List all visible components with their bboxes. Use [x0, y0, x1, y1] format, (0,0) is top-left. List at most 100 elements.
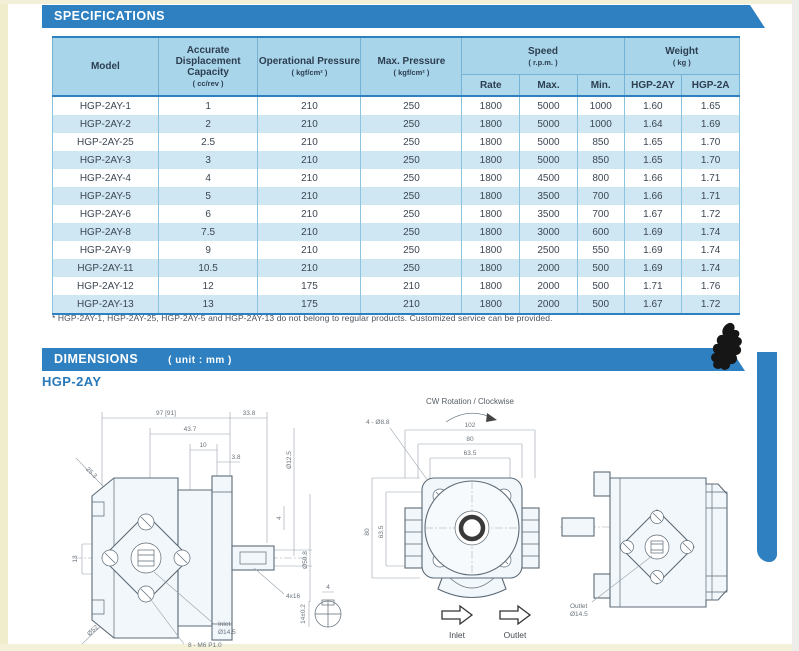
value-cell: 700: [576, 187, 625, 205]
value-cell: 1.65: [623, 133, 683, 151]
value-cell: 3: [157, 151, 259, 169]
value-cell: 10.5: [157, 259, 259, 277]
value-cell: 12: [157, 277, 259, 295]
table-row: HGP-2AY-2 2 210 250 1800 5000 1000 1.64 1.69: [52, 115, 740, 133]
value-cell: 1.71: [681, 187, 740, 205]
table-row: HGP-2AY-13 13 175 210 1800 2000 500 1.67 1.72: [52, 295, 740, 314]
table-row: HGP-2AY-5 5 210 250 1800 3500 700 1.66 1.71: [52, 187, 740, 205]
value-cell: 850: [576, 133, 625, 151]
dim-label: 25.3: [84, 466, 98, 480]
dimensions-banner-label: DIMENSIONS: [54, 352, 139, 366]
header-operational-pressure-unit: ( kgf/cm² ): [291, 68, 328, 77]
value-cell: 1.70: [681, 151, 740, 169]
header-weight-hgp2ay: HGP-2AY: [623, 74, 683, 97]
page-edge-left: [0, 0, 8, 651]
value-cell: 250: [360, 133, 463, 151]
value-cell: 210: [257, 115, 362, 133]
header-weight-label: Weight: [665, 45, 699, 57]
value-cell: 1800: [461, 223, 521, 241]
value-cell: 210: [257, 259, 362, 277]
value-cell: 1800: [461, 115, 521, 133]
value-cell: 210: [257, 169, 362, 187]
value-cell: 1.64: [623, 115, 683, 133]
header-operational-pressure-label: Operational Pressure: [258, 56, 360, 67]
inlet-arrow-label: Inlet: [449, 630, 466, 640]
dim-label: 63.5: [464, 450, 477, 457]
value-cell: 1.69: [681, 115, 740, 133]
dim-label: 63.5: [378, 525, 385, 538]
value-cell: 1.72: [681, 295, 740, 314]
outlet-diameter-label: Ø14.5: [570, 611, 588, 618]
page-edge-right: [792, 0, 799, 651]
header-weight-hgp2a: HGP-2A: [681, 74, 740, 97]
dim-label: 102: [465, 422, 476, 429]
value-cell: 1800: [461, 151, 521, 169]
model-cell: HGP-2AY-5: [52, 187, 159, 205]
value-cell: 210: [360, 277, 463, 295]
value-cell: 1.66: [623, 169, 683, 187]
dim-label: 4: [276, 516, 283, 520]
header-capacity-label: Accurate Displacement Capacity: [175, 45, 241, 78]
specifications-banner: SPECIFICATIONS: [42, 5, 765, 28]
model-cell: HGP-2AY-1: [52, 96, 159, 115]
outlet-arrow-label: Outlet: [504, 630, 527, 640]
value-cell: 1.70: [681, 133, 740, 151]
value-cell: 1.69: [623, 223, 683, 241]
value-cell: 5000: [519, 151, 578, 169]
value-cell: 13: [157, 295, 259, 314]
value-cell: 1800: [461, 205, 521, 223]
side-view-drawing: 97 [91] 33.8 43.7 10 3.8 Ø12.5 Ø50.8 4 2…: [72, 410, 342, 649]
header-speed-unit: ( r.p.m. ): [528, 57, 558, 67]
model-series-title: HGP-2AY: [42, 374, 102, 389]
table-row: HGP-2AY-4 4 210 250 1800 4500 800 1.66 1.71: [52, 169, 740, 187]
value-cell: 1.66: [623, 187, 683, 205]
table-row: HGP-2AY-11 10.5 210 250 1800 2000 500 1.69 1.74: [52, 259, 740, 277]
key-width-label: 4: [326, 584, 330, 591]
value-cell: 5000: [519, 115, 578, 133]
inlet-label: Inlet: [218, 621, 230, 628]
spec-table-body: HGP-2AY-1 1 210 250 1800 5000 1000 1.60 1.65 HGP-…: [52, 96, 740, 314]
model-cell: HGP-2AY-3: [52, 151, 159, 169]
value-cell: 500: [576, 259, 625, 277]
table-row: HGP-2AY-3 3 210 250 1800 5000 850 1.65 1.70: [52, 151, 740, 169]
model-cell: HGP-2AY-25: [52, 133, 159, 151]
model-cell: HGP-2AY-6: [52, 205, 159, 223]
dim-label: 13: [72, 555, 79, 563]
value-cell: 6: [157, 205, 259, 223]
model-cell: HGP-2AY-8: [52, 223, 159, 241]
header-weight-group: Weight ( kg ): [623, 36, 741, 75]
header-max-pressure: Max. Pressure ( kgf/cm² ): [360, 36, 463, 97]
value-cell: 1800: [461, 241, 521, 259]
model-cell: HGP-2AY-2: [52, 115, 159, 133]
value-cell: 1.67: [623, 295, 683, 314]
specifications-table: Model Accurate Displacement Capacity ( c…: [52, 36, 741, 315]
dim-label: 4x16: [286, 593, 300, 600]
value-cell: 2000: [519, 295, 578, 314]
key-height-label: 14±0.2: [300, 604, 307, 624]
value-cell: 850: [576, 151, 625, 169]
dim-label: Ø12.5: [286, 451, 293, 469]
header-weight-unit: ( kg ): [672, 57, 691, 67]
value-cell: 1800: [461, 133, 521, 151]
value-cell: 250: [360, 187, 463, 205]
value-cell: 1: [157, 96, 259, 115]
value-cell: 500: [576, 277, 625, 295]
dim-label: Ø50.8: [302, 551, 309, 569]
value-cell: 5000: [519, 96, 578, 115]
page-edge-bottom: [0, 644, 799, 651]
header-speed-rate: Rate: [461, 74, 521, 97]
value-cell: 210: [257, 151, 362, 169]
value-cell: 1.72: [681, 205, 740, 223]
model-cell: HGP-2AY-11: [52, 259, 159, 277]
table-row: HGP-2AY-12 12 175 210 1800 2000 500 1.71 1.76: [52, 277, 740, 295]
header-model-label: Model: [90, 61, 120, 72]
value-cell: 3000: [519, 223, 578, 241]
value-cell: 1.60: [623, 96, 683, 115]
rotation-label: CW Rotation / Clockwise: [426, 397, 515, 406]
value-cell: 500: [576, 295, 625, 314]
bolt-holes-label: 4 - Ø8.8: [366, 419, 390, 426]
footnote: * HGP-2AY-1, HGP-2AY-25, HGP-2AY-5 and H…: [52, 313, 553, 323]
value-cell: 1.65: [681, 96, 740, 115]
value-cell: 1000: [576, 115, 625, 133]
